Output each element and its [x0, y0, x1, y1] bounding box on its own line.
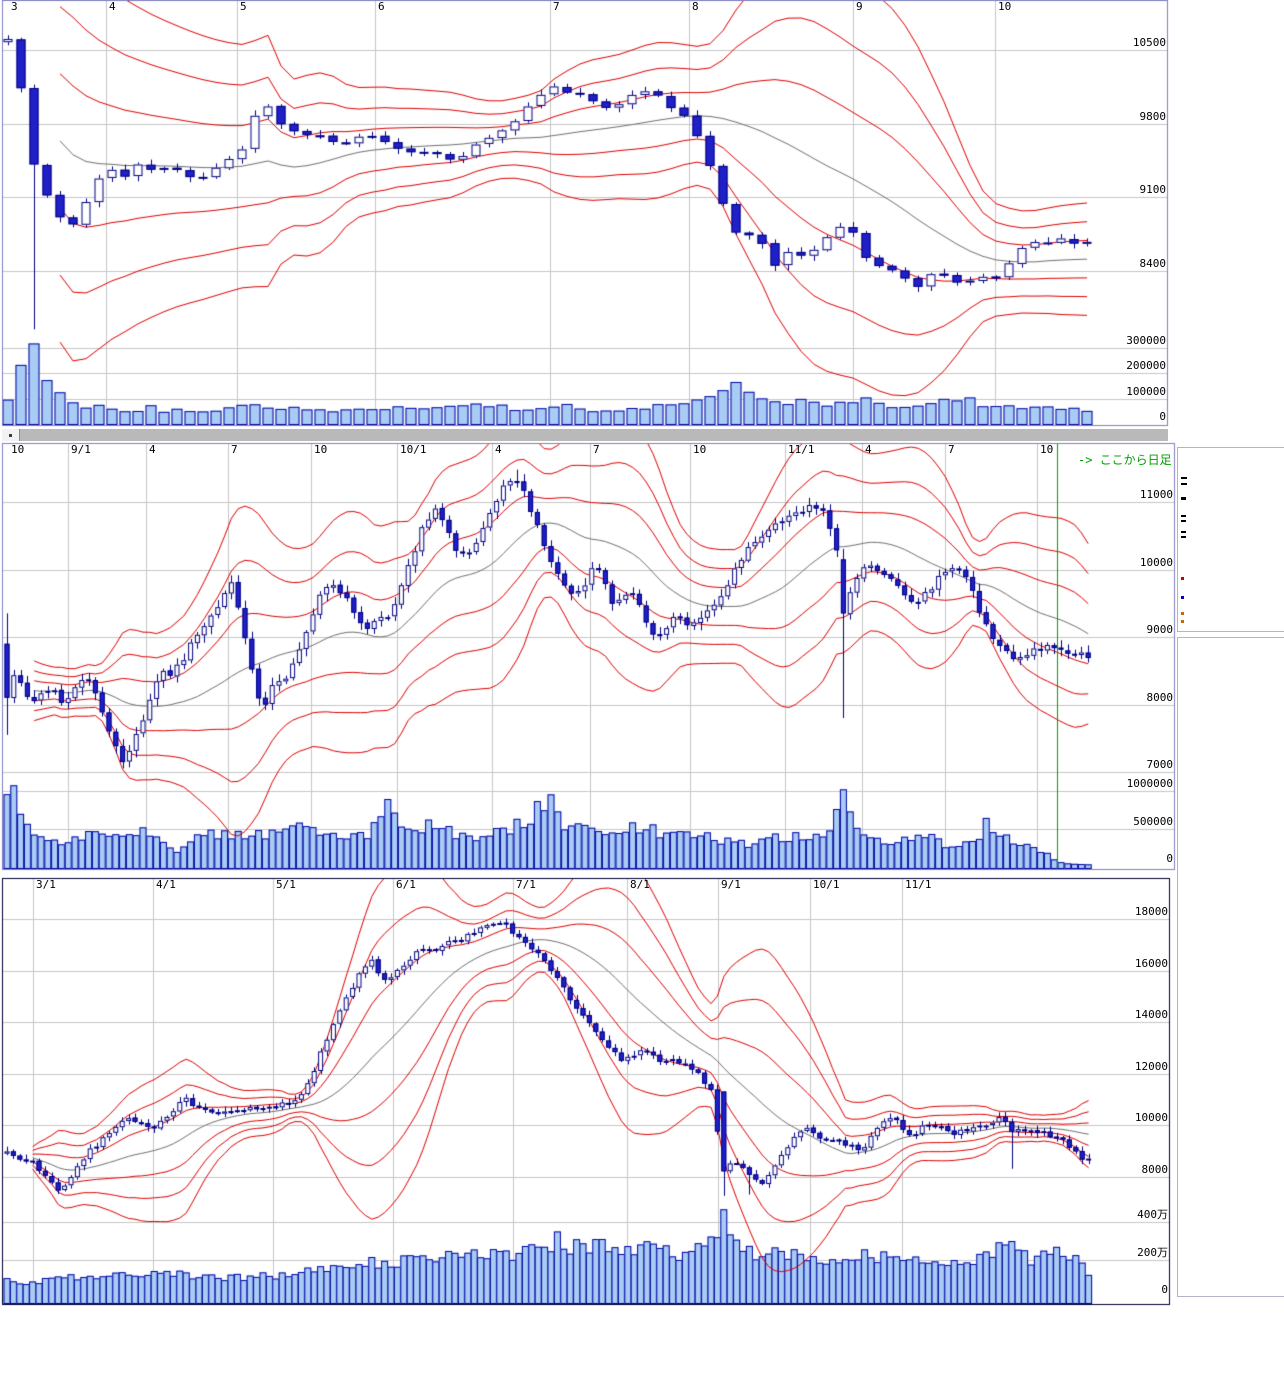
legend-mark-icon: [1181, 531, 1186, 533]
x-axis-label: 4: [865, 443, 872, 456]
x-axis-label: 8: [692, 0, 699, 13]
legend-mark-icon: [1181, 596, 1184, 599]
x-axis-label: 6/1: [396, 878, 416, 891]
x-axis-label: 4: [495, 443, 502, 456]
volume-axis-label: 200000: [1126, 359, 1166, 372]
chart1-scrollbar-button[interactable]: [2, 429, 20, 441]
price-axis-label: 7000: [1146, 758, 1174, 771]
x-axis-label: 3: [11, 0, 18, 13]
legend-mark-icon: [1181, 515, 1186, 517]
x-axis-label: 6: [378, 0, 385, 13]
legend-mark-icon: [1181, 497, 1186, 500]
price-axis-label: 12000: [1134, 1060, 1168, 1073]
x-axis-label: 5: [240, 0, 247, 13]
x-axis-label: 7: [553, 0, 560, 13]
legend-mark-icon: [1181, 520, 1186, 522]
x-axis-label: 9/1: [721, 878, 741, 891]
volume-axis-label: 1000000: [1126, 777, 1173, 790]
x-axis-label: 7: [948, 443, 955, 456]
x-axis-label: 7/1: [516, 878, 536, 891]
volume-axis-label: 400万: [1137, 1208, 1168, 1221]
x-axis-label: 5/1: [276, 878, 296, 891]
price-axis-label: 8000: [1146, 691, 1174, 704]
price-axis-label: 14000: [1134, 1008, 1168, 1021]
legend-mark-icon: [1181, 477, 1187, 479]
x-axis-label: 10: [11, 443, 25, 456]
volume-axis-label: 100000: [1126, 385, 1166, 398]
price-axis-label: 8000: [1141, 1163, 1169, 1176]
price-axis-label: 9800: [1139, 110, 1167, 123]
x-axis-label: 4: [109, 0, 116, 13]
x-axis-label: 7: [593, 443, 600, 456]
x-axis-label: 10/1: [400, 443, 427, 456]
price-axis-label: 10000: [1134, 1111, 1168, 1124]
price-axis-label: 10500: [1132, 36, 1166, 49]
x-axis-label: 10: [693, 443, 707, 456]
legend-panel-top: [1177, 447, 1284, 632]
volume-axis-label: 0: [1161, 1283, 1168, 1296]
volume-axis-label: 0: [1159, 410, 1166, 423]
x-axis-label: 9: [856, 0, 863, 13]
x-axis-label: 9/1: [71, 443, 91, 456]
price-axis-label: 8400: [1139, 257, 1167, 270]
volume-axis-label: 0: [1166, 852, 1173, 865]
x-axis-label: 10: [1040, 443, 1054, 456]
volume-axis-label: 200万: [1137, 1246, 1168, 1259]
legend-mark-icon: [1181, 483, 1187, 485]
x-axis-label: 10: [998, 0, 1012, 13]
price-axis-label: 9100: [1139, 183, 1167, 196]
x-axis-label: 4/1: [156, 878, 176, 891]
legend-mark-icon: [1181, 536, 1186, 538]
price-axis-label: 10000: [1139, 556, 1173, 569]
legend-mark-icon: [1181, 577, 1184, 580]
x-axis-label: 11/1: [788, 443, 815, 456]
price-axis-label: 16000: [1134, 957, 1168, 970]
x-axis-label: 4: [149, 443, 156, 456]
price-axis-label: 11000: [1139, 488, 1173, 501]
chart1-scrollbar-track[interactable]: [2, 429, 1168, 441]
legend-panel-bottom: [1177, 637, 1284, 1297]
volume-axis-label: 300000: [1126, 334, 1166, 347]
daily-annotation-label: -> ここから日足: [1078, 453, 1172, 467]
x-axis-label: 10: [314, 443, 328, 456]
scrollbar-dot-icon: [9, 434, 12, 437]
x-axis-label: 8/1: [630, 878, 650, 891]
volume-axis-label: 500000: [1133, 815, 1173, 828]
x-axis-label: 3/1: [36, 878, 56, 891]
x-axis-label: 11/1: [905, 878, 932, 891]
price-axis-label: 9000: [1146, 623, 1174, 636]
price-axis-label: 18000: [1134, 905, 1168, 918]
legend-mark-icon: [1181, 612, 1184, 615]
x-axis-label: 7: [231, 443, 238, 456]
x-axis-label: 10/1: [813, 878, 840, 891]
legend-mark-icon: [1181, 620, 1184, 623]
